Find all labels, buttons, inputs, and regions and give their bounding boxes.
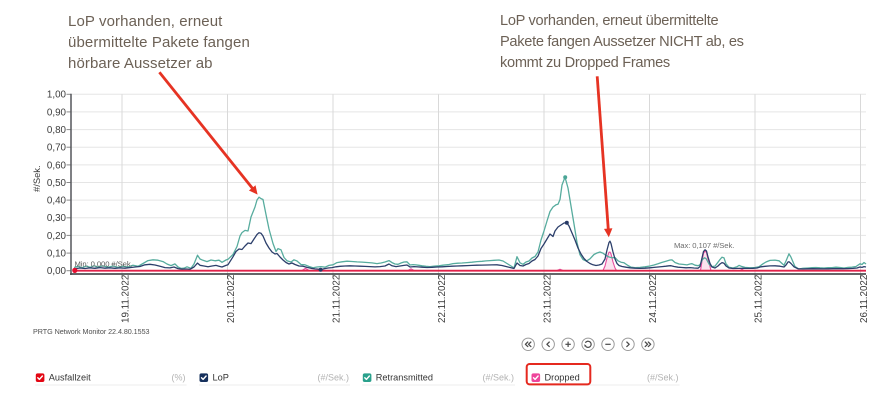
svg-text:21.11.2022: 21.11.2022 (332, 275, 343, 323)
svg-text:25.11.2022: 25.11.2022 (754, 275, 765, 323)
svg-text:0,80: 0,80 (47, 125, 67, 136)
svg-text:0,00: 0,00 (47, 266, 67, 277)
svg-text:0,30: 0,30 (47, 213, 67, 224)
svg-text:22.11.2022: 22.11.2022 (437, 275, 448, 323)
svg-text:Max: 0,107 #/Sek.: Max: 0,107 #/Sek. (674, 241, 734, 250)
svg-text:0,60: 0,60 (47, 160, 67, 171)
svg-text:20.11.2022: 20.11.2022 (226, 275, 237, 323)
svg-text:0,40: 0,40 (47, 196, 67, 207)
svg-text:LoP: LoP (213, 373, 229, 383)
svg-text:0,70: 0,70 (47, 143, 67, 154)
svg-text:Min: 0,000 #/Sek.: Min: 0,000 #/Sek. (75, 259, 133, 268)
svg-text:23.11.2022: 23.11.2022 (543, 275, 554, 323)
svg-text:0,10: 0,10 (47, 249, 67, 260)
svg-text:0,90: 0,90 (47, 107, 67, 118)
svg-text:(#/Sek.): (#/Sek.) (647, 373, 679, 383)
svg-text:Retransmitted: Retransmitted (376, 373, 433, 383)
svg-text:19.11.2022: 19.11.2022 (121, 275, 132, 323)
svg-text:Ausfallzeit: Ausfallzeit (49, 373, 91, 383)
svg-text:(%): (%) (172, 373, 186, 383)
svg-text:0,50: 0,50 (47, 178, 67, 189)
svg-text:(#/Sek.): (#/Sek.) (482, 373, 514, 383)
svg-text:24.11.2022: 24.11.2022 (648, 275, 659, 323)
svg-text:Dropped: Dropped (545, 373, 580, 383)
svg-text:0,20: 0,20 (47, 231, 67, 242)
svg-text:26.11.2022: 26.11.2022 (859, 275, 870, 323)
svg-text:1,00: 1,00 (47, 90, 67, 101)
svg-text:#/Sek.: #/Sek. (31, 165, 42, 192)
svg-text:(#/Sek.): (#/Sek.) (317, 373, 349, 383)
